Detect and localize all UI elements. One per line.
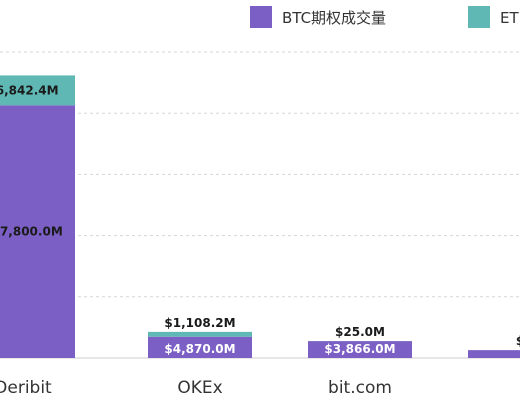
data-label-eth: $6,842.4M [0,83,59,97]
bar-segment-btc [308,341,412,358]
data-label-btc: $3,866.0M [324,342,395,356]
legend-swatch-btc [250,6,272,28]
x-tick-label: OKEx [177,378,222,398]
data-label-eth: $25.0M [335,325,385,339]
data-label-btc: $4,870.0M [164,342,235,356]
bar-segment-btc [468,350,520,358]
bar-segment-btc [0,105,75,359]
legend: BTC期权成交量 ET [250,6,519,28]
gridlines [0,51,520,298]
bars [0,75,520,359]
x-tick-label: Deribit [0,378,52,398]
bar-segment-eth [0,75,75,106]
bar-segment-btc [148,336,252,358]
legend-label-btc: BTC期权成交量 [282,9,386,27]
data-labels: $57,800.0M $6,842.4M $4,870.0M $1,108.2M $3,… [0,83,520,356]
x-tick-label: bit.com [328,378,392,398]
x-tick-labels: Deribit OKEx bit.com [0,378,392,398]
data-label-eth: $1,108.2M [164,316,235,330]
data-label-btc: $57,800.0M [0,225,63,239]
legend-swatch-eth [468,6,490,28]
legend-label-eth: ET [500,9,519,27]
bar-segment-eth [148,331,252,337]
data-label-eth: $ [516,334,520,348]
